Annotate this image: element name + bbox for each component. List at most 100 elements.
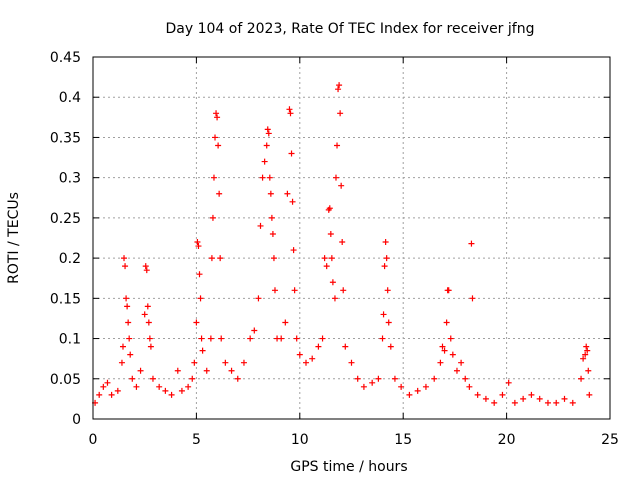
data-point: [561, 395, 568, 402]
data-point: [354, 375, 361, 382]
data-point: [218, 335, 225, 342]
data-point: [222, 359, 229, 366]
data-point: [339, 239, 346, 246]
data-point: [269, 230, 276, 237]
data-point: [447, 335, 454, 342]
data-point: [162, 387, 169, 394]
data-point: [384, 287, 391, 294]
data-point: [553, 399, 560, 406]
data-point: [216, 190, 223, 197]
data-point: [168, 391, 175, 398]
data-point: [124, 303, 131, 310]
data-point: [387, 343, 394, 350]
data-point: [340, 287, 347, 294]
data-point: [199, 347, 206, 354]
data-point: [125, 319, 132, 326]
data-point: [469, 295, 476, 302]
x-tick-label: 10: [291, 432, 309, 448]
plot-frame: [92, 56, 611, 420]
y-tick-label: 0.05: [50, 372, 81, 388]
x-tick-label: 5: [192, 432, 201, 448]
data-point: [578, 375, 585, 382]
data-point: [335, 86, 342, 93]
data-point: [255, 295, 262, 302]
data-point: [278, 335, 285, 342]
data-point: [194, 239, 201, 246]
data-point: [303, 359, 310, 366]
y-axis-label: ROTI / TECUs: [6, 192, 22, 284]
data-point: [267, 190, 274, 197]
data-point: [178, 387, 185, 394]
data-point: [348, 359, 355, 366]
data-point: [293, 335, 300, 342]
x-tick-label: 0: [89, 432, 98, 448]
data-point: [143, 267, 150, 274]
data-point: [100, 383, 107, 390]
data-point: [96, 391, 103, 398]
data-point: [195, 243, 202, 250]
data-point: [398, 383, 405, 390]
data-point: [197, 295, 204, 302]
data-point: [422, 383, 429, 390]
data-point: [331, 295, 338, 302]
data-point: [122, 263, 129, 270]
data-point: [215, 142, 222, 149]
data-point: [137, 367, 144, 374]
data-point: [189, 375, 196, 382]
data-point: [149, 375, 156, 382]
data-point: [414, 387, 421, 394]
data-point: [381, 263, 388, 270]
data-point: [323, 263, 330, 270]
data-point: [385, 319, 392, 326]
data-point: [449, 351, 456, 358]
data-point: [156, 383, 163, 390]
data-point: [328, 255, 335, 262]
y-tick-label: 0.2: [59, 251, 81, 267]
data-point: [474, 391, 481, 398]
data-point: [247, 335, 254, 342]
data-point: [144, 303, 151, 310]
data-point: [369, 379, 376, 386]
data-point: [146, 335, 153, 342]
data-point: [375, 375, 382, 382]
data-point: [443, 319, 450, 326]
data-point: [203, 367, 210, 374]
data-point: [191, 359, 198, 366]
data-point: [271, 287, 278, 294]
data-point: [382, 239, 389, 246]
x-tick-label: 25: [601, 432, 619, 448]
data-point: [380, 311, 387, 318]
y-tick-label: 0.45: [50, 50, 81, 66]
data-point: [123, 295, 130, 302]
y-tick-label: 0.3: [59, 171, 81, 187]
data-point: [118, 359, 125, 366]
data-point: [505, 379, 512, 386]
data-point: [511, 399, 518, 406]
data-point: [207, 335, 214, 342]
y-tick-label: 0: [72, 412, 81, 428]
data-point: [212, 134, 219, 141]
data-point: [458, 359, 465, 366]
data-point: [491, 399, 498, 406]
data-point: [329, 279, 336, 286]
data-point: [431, 375, 438, 382]
data-point: [270, 255, 277, 262]
data-point: [580, 355, 587, 362]
data-point: [406, 391, 413, 398]
data-point: [214, 114, 221, 121]
data-point: [326, 205, 333, 212]
data-point: [441, 347, 448, 354]
x-tick-label: 20: [498, 432, 516, 448]
data-point: [290, 247, 297, 254]
data-point: [453, 367, 460, 374]
data-point: [321, 255, 328, 262]
data-point: [291, 287, 298, 294]
data-point: [360, 383, 367, 390]
data-point: [209, 214, 216, 221]
data-point: [217, 255, 224, 262]
data-point: [119, 343, 126, 350]
data-point: [336, 82, 343, 89]
y-tick-label: 0.1: [59, 332, 81, 348]
x-tick-label: 15: [394, 432, 412, 448]
